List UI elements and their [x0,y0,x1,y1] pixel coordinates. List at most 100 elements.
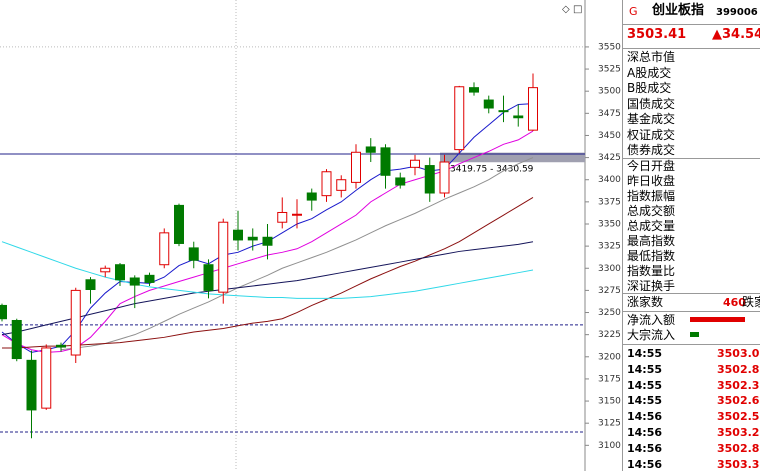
divider [622,24,760,25]
candle-body [424,165,435,194]
ma-line [2,197,534,349]
candle-body [233,229,243,241]
tick-time: 14:56 [627,441,663,455]
field-label: 深总市值 [627,50,676,64]
field-label: 跌家 [742,295,760,309]
panel-border [622,0,623,471]
candle-body [351,151,361,183]
tick-time: 14:56 [627,457,663,471]
candle-body [203,264,214,291]
field-label: 基金成交 [627,112,676,126]
candle-body [336,179,347,191]
y-tick-label: 3400 [598,175,621,185]
icon[interactable]: □ [573,4,582,15]
divider [622,311,760,312]
y-tick-label: 3500 [598,87,621,97]
candle-body [528,87,538,131]
candle-body [410,159,420,168]
y-tick-label: 3275 [598,286,621,296]
candle-body [188,247,199,261]
candle-body [56,344,66,348]
divider [622,344,760,345]
candle-body [321,171,332,197]
field-label: 今日开盘 [627,159,676,173]
field-label: 最高指数 [627,234,676,248]
divider [622,293,760,294]
field-label: 昨日收盘 [627,174,676,188]
tick-price: 3502.38 [717,378,760,392]
tick-time: 14:55 [627,347,663,360]
field-label: 总成交额 [627,204,676,218]
block-bar [690,332,699,337]
candle-body [277,211,288,223]
tick-price: 3503.31 [717,457,760,471]
candle-body [41,347,52,409]
y-tick-label: 3350 [598,219,621,229]
y-tick-label: 3175 [598,374,621,384]
field-label: 指数量比 [627,264,676,278]
y-tick-label: 3200 [598,352,621,362]
candle-body [70,289,81,356]
y-tick-label: 3475 [598,109,621,119]
y-tick-label: 3100 [598,441,621,451]
candle-body [26,359,37,411]
tick-price: 3502.86 [717,441,760,455]
y-tick-label: 3550 [598,42,621,52]
y-tick-label: 3150 [598,397,621,407]
candle-body [306,192,317,201]
candle-body [100,267,111,273]
y-tick-label: 3300 [598,264,621,274]
candle-body [159,232,170,266]
field-label: 大宗流入 [627,328,676,342]
price: 3503.41 [627,27,687,42]
field-label: 净流入额 [627,313,676,327]
index-name: 创业板指 [652,3,705,18]
candle-body [247,236,258,241]
divider [622,48,760,49]
tick-price: 3502.64 [717,394,760,408]
field-label: 国债成交 [627,96,676,111]
ma-line [1,241,534,336]
field-label: A股成交 [627,65,672,80]
y-tick-label: 3225 [598,330,621,340]
price-band [440,152,585,163]
candle-body [498,110,509,113]
field-label: 最低指数 [627,249,676,263]
field-label: 总成交量 [627,219,676,233]
candle-body [395,177,406,186]
candle-body [129,277,140,286]
field-label: 债券成交 [627,143,676,157]
candle-body [292,213,302,216]
candle-body [218,221,229,293]
field-label: 深证换手 [627,279,676,293]
advance-value: 460 [723,296,746,309]
ma-line [60,157,534,351]
field-label: 权证成交 [627,127,676,142]
inflow-bar [690,317,745,322]
tick-time: 14:56 [627,426,663,439]
candle-body [0,304,7,320]
tick-time: 14:55 [627,394,663,408]
tick-price: 3502.59 [717,410,760,424]
icon[interactable]: ◇ [562,4,570,15]
y-tick-label: 3375 [598,197,621,207]
candle-body [174,204,184,244]
divider [622,158,760,159]
candle-body [454,86,465,151]
field-label: 涨家数 [627,295,664,309]
ma-line [1,241,534,299]
y-tick-label: 3450 [598,131,621,141]
y-tick-label: 3525 [598,65,621,75]
change: ▲34.54 [712,27,760,42]
tick-time: 14:55 [627,378,663,392]
code-letter: G [629,5,638,18]
y-tick-label: 3250 [598,308,621,318]
candle-body [439,161,450,194]
candle-body [11,319,22,360]
candle-body [144,274,155,283]
candle-body [365,146,376,153]
field-label: B股成交 [627,81,672,95]
field-label: 指数振幅 [627,189,676,203]
candle-body [115,264,125,281]
